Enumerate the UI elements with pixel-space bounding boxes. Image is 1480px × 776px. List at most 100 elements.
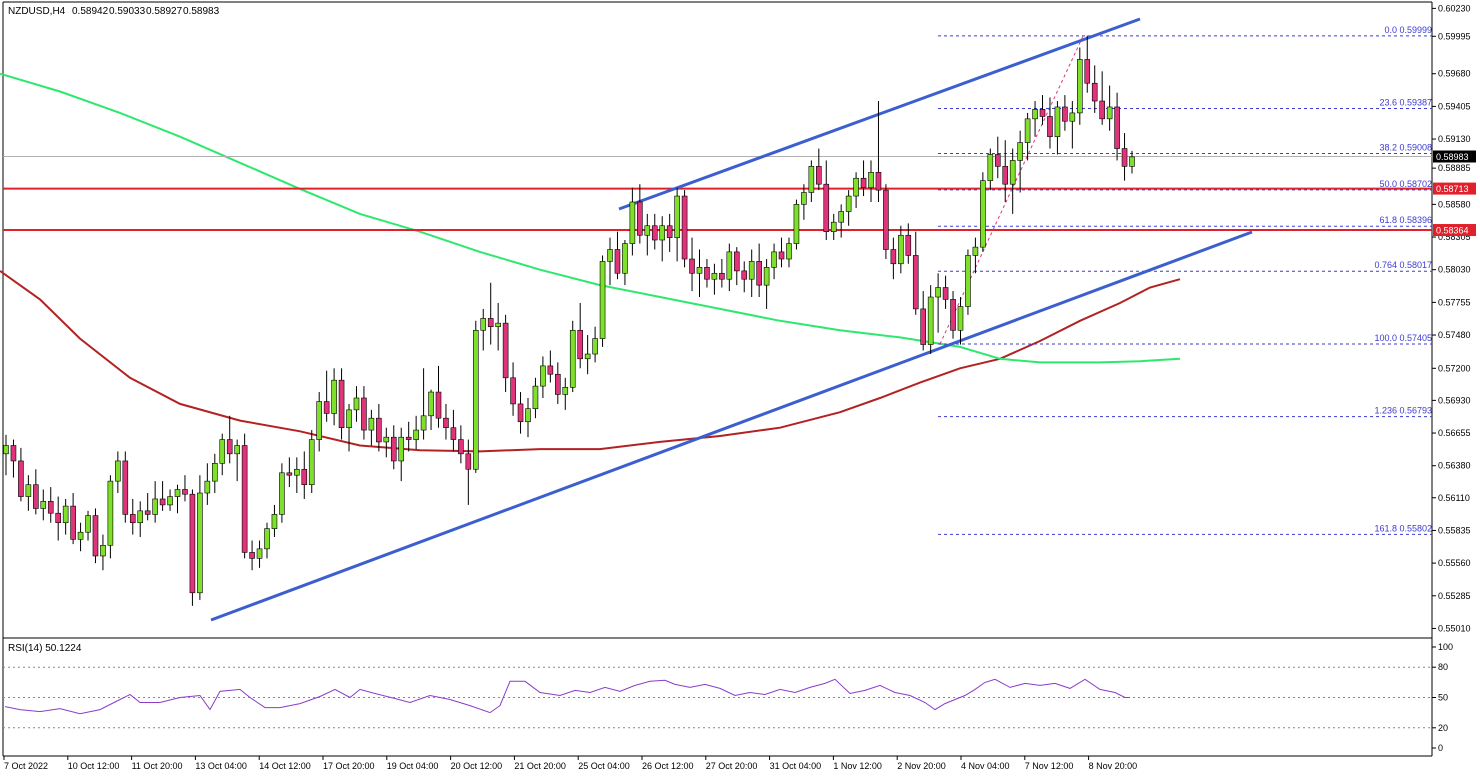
candle[interactable] xyxy=(472,320,479,473)
candle[interactable] xyxy=(55,496,61,541)
candle[interactable] xyxy=(197,475,203,600)
candle[interactable] xyxy=(540,356,546,398)
candle[interactable] xyxy=(696,249,703,298)
candle[interactable] xyxy=(905,223,912,264)
candle[interactable] xyxy=(1032,101,1038,137)
candle[interactable] xyxy=(77,522,84,552)
candle[interactable] xyxy=(927,285,934,355)
candle[interactable] xyxy=(890,237,897,280)
candle[interactable] xyxy=(159,481,166,511)
candle[interactable] xyxy=(1039,95,1046,125)
candle[interactable] xyxy=(532,377,539,419)
candle[interactable] xyxy=(1062,95,1068,131)
candle[interactable] xyxy=(704,259,710,288)
candle[interactable] xyxy=(525,397,531,438)
candle[interactable] xyxy=(1084,35,1091,93)
candle[interactable] xyxy=(458,425,464,464)
candle[interactable] xyxy=(555,362,561,404)
candle[interactable] xyxy=(85,510,91,541)
candle[interactable] xyxy=(47,487,54,523)
candle[interactable] xyxy=(912,231,919,315)
candle[interactable] xyxy=(353,386,360,422)
candle[interactable] xyxy=(1069,101,1076,149)
candle[interactable] xyxy=(249,540,255,571)
candle[interactable] xyxy=(435,365,442,428)
candle[interactable] xyxy=(778,237,785,268)
candle[interactable] xyxy=(1091,65,1098,113)
candle[interactable] xyxy=(771,243,777,280)
candle[interactable] xyxy=(390,425,397,470)
candle[interactable] xyxy=(443,403,449,440)
candle[interactable] xyxy=(741,261,748,293)
lower-support-trendline[interactable] xyxy=(210,230,1253,622)
candle[interactable] xyxy=(413,415,419,450)
candle[interactable] xyxy=(122,451,129,523)
candle[interactable] xyxy=(763,259,770,309)
candle[interactable] xyxy=(577,302,583,369)
candle[interactable] xyxy=(719,259,725,288)
candle[interactable] xyxy=(361,386,367,440)
candle[interactable] xyxy=(1017,130,1023,193)
candle[interactable] xyxy=(376,403,382,452)
candle[interactable] xyxy=(1047,97,1053,149)
candle[interactable] xyxy=(733,247,740,286)
candle[interactable] xyxy=(1024,112,1031,161)
candle[interactable] xyxy=(614,231,621,280)
candle[interactable] xyxy=(793,199,800,250)
candle[interactable] xyxy=(599,255,606,347)
candle[interactable] xyxy=(1054,101,1061,155)
candle[interactable] xyxy=(383,427,390,458)
candle[interactable] xyxy=(144,493,151,521)
candle[interactable] xyxy=(883,184,889,260)
candle[interactable] xyxy=(405,421,412,452)
candle[interactable] xyxy=(726,243,733,292)
candle[interactable] xyxy=(980,172,986,252)
candle[interactable] xyxy=(10,439,17,478)
candle[interactable] xyxy=(853,172,859,208)
candle[interactable] xyxy=(256,540,263,568)
candle[interactable] xyxy=(226,415,233,464)
candle[interactable] xyxy=(965,249,971,315)
candle[interactable] xyxy=(651,213,658,250)
candle[interactable] xyxy=(644,213,651,256)
candle[interactable] xyxy=(1121,133,1128,181)
candle[interactable] xyxy=(502,314,509,393)
candle[interactable] xyxy=(830,213,837,241)
candle[interactable] xyxy=(279,463,285,523)
candle[interactable] xyxy=(286,457,293,488)
candle[interactable] xyxy=(756,243,762,298)
candle[interactable] xyxy=(338,368,345,440)
candle[interactable] xyxy=(875,101,882,202)
candle[interactable] xyxy=(480,308,487,351)
candle[interactable] xyxy=(659,216,666,262)
candle[interactable] xyxy=(241,433,248,559)
candle[interactable] xyxy=(137,501,144,537)
candle[interactable] xyxy=(450,409,457,452)
candle[interactable] xyxy=(517,392,524,434)
candle[interactable] xyxy=(666,213,673,252)
candle[interactable] xyxy=(510,362,516,416)
candle[interactable] xyxy=(674,187,680,262)
candle[interactable] xyxy=(629,187,636,256)
candle[interactable] xyxy=(786,237,792,268)
candle[interactable] xyxy=(711,263,718,295)
candle[interactable] xyxy=(487,282,494,345)
candle[interactable] xyxy=(211,453,218,494)
candle[interactable] xyxy=(860,160,867,197)
candle[interactable] xyxy=(592,326,598,363)
candle[interactable] xyxy=(234,439,240,482)
candle[interactable] xyxy=(115,451,121,494)
candle[interactable] xyxy=(838,204,844,238)
candle[interactable] xyxy=(942,275,949,309)
candle[interactable] xyxy=(18,447,24,502)
candle[interactable] xyxy=(681,190,688,268)
candle[interactable] xyxy=(994,136,1001,179)
candle[interactable] xyxy=(1077,47,1083,125)
candle[interactable] xyxy=(950,291,956,339)
candle[interactable] xyxy=(547,350,554,383)
candle[interactable] xyxy=(182,475,188,502)
candle[interactable] xyxy=(1114,92,1120,161)
candle[interactable] xyxy=(129,498,136,535)
candle[interactable] xyxy=(845,190,852,226)
